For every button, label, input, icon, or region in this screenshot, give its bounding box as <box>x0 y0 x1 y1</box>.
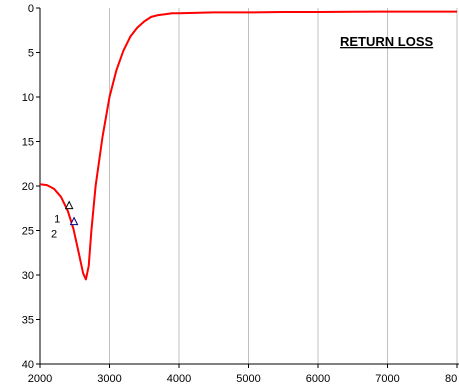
series-layer <box>39 10 457 281</box>
x-tick-label: 3000 <box>97 373 121 385</box>
chart-title: RETURN LOSS <box>340 34 434 49</box>
marker-label-2: 2 <box>51 229 57 241</box>
axes <box>36 7 459 368</box>
marker-label-1: 1 <box>54 214 60 226</box>
x-tick-label: 7000 <box>375 373 399 385</box>
x-tick-label: 80 <box>445 373 457 385</box>
marker-layer <box>64 200 79 226</box>
y-tick-label: 15 <box>22 137 34 149</box>
y-tick-label: 10 <box>22 92 34 104</box>
y-tick-label: 20 <box>22 181 34 193</box>
y-tick-label: 35 <box>22 315 34 327</box>
marker-triangle-1 <box>64 200 74 210</box>
y-tick-label: 30 <box>22 270 34 282</box>
x-tick-label: 5000 <box>236 373 260 385</box>
series-line <box>39 10 457 281</box>
marker-triangle-2 <box>69 216 79 226</box>
grid-lines <box>109 8 458 364</box>
y-tick-label: 40 <box>22 359 34 371</box>
x-tick-label: 4000 <box>167 373 191 385</box>
y-tick-label: 0 <box>28 3 34 15</box>
x-tick-label: 2000 <box>28 373 52 385</box>
y-tick-label: 5 <box>28 48 34 60</box>
y-tick-label: 25 <box>22 226 34 238</box>
tick-labels: 0 5 10 15 20 25 30 35 40 2000 3000 4000 5000 6000 7000… <box>22 3 458 385</box>
x-tick-label: 6000 <box>306 373 330 385</box>
